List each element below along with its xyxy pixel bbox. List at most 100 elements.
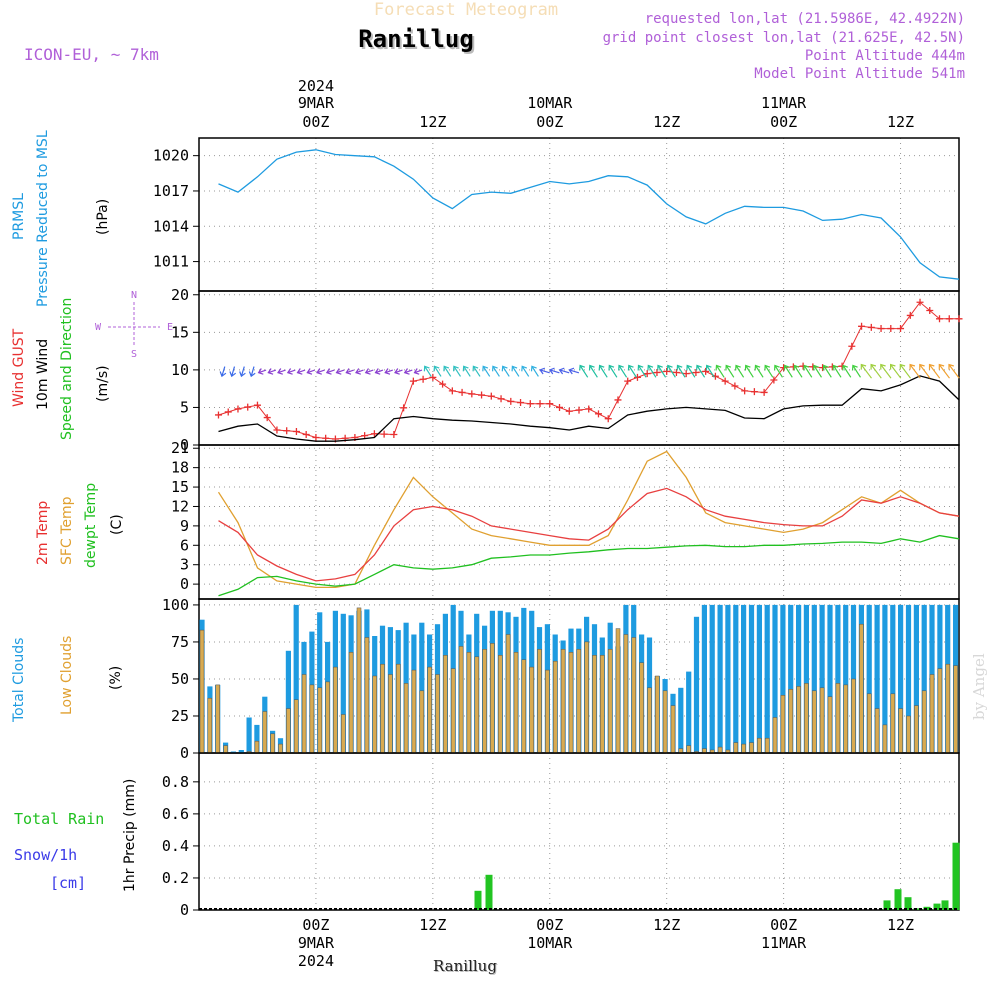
y-tick-label: 9 [180,517,189,535]
gust-marker [253,401,261,409]
low-cloud-bar [662,690,668,754]
low-cloud-bar [553,660,558,754]
wind-direction-arrow [306,368,315,375]
gust-marker [653,369,661,377]
y-tick-label: 1014 [153,217,189,235]
low-cloud-bar [443,655,448,754]
y-tick-label: 1017 [153,182,189,200]
wind-direction-arrow [433,365,442,377]
pressure-axis-title: PRMSL Pressure Reduced to MSL (hPa) [11,130,111,307]
wind-direction-arrow [754,364,764,378]
y-tick-label: 50 [171,670,189,688]
wind-direction-arrow [267,368,277,375]
low-cloud-bar [631,637,637,754]
low-cloud-bar [458,646,464,754]
low-cloud-bar [498,655,503,754]
gust-marker [585,405,593,413]
total-cloud-bar [866,604,872,753]
prmsl-label: PRMSL [11,193,27,240]
top-hour-label: 12Z [653,113,680,131]
wind-direction-arrow [948,363,960,379]
low-cloud-bar [906,715,911,754]
y-tick-label: 25 [171,707,189,725]
total-cloud-bar [748,604,755,753]
wind-direction-arrow [277,368,286,375]
low-cloud-bar [733,742,739,754]
faded-title: Forecast Meteogram [374,0,558,20]
low-cloud-bar [466,652,472,754]
speed-dir-label: Speed and Direction [59,298,75,440]
y-tick-label: 15 [171,478,189,496]
wind-direction-arrow [413,368,423,375]
snow-unit-label: [cm] [50,874,86,892]
low-cloud-bar [945,663,951,754]
gust-marker [702,367,710,375]
bottom-hour-label: 12Z [653,916,680,934]
low-cloud-bar [867,693,872,754]
low-cloud-bar [898,708,903,754]
total-cloud-bar [772,604,778,753]
gust-marker [448,387,456,395]
wind-direction-arrow [735,364,745,378]
point-altitude: Point Altitude 444m [805,48,965,64]
compass-e: E [167,322,173,333]
wind-direction-arrow [666,364,676,378]
wind-direction-arrow [482,365,491,377]
gust-marker [292,427,300,435]
total-cloud-bar [827,604,833,753]
low-cloud-bar [490,643,495,754]
total-cloud-bar [725,604,731,753]
low-cloud-bar [301,674,307,754]
panel-frame [198,137,960,292]
wind-direction-arrow [588,364,598,378]
gust-marker [429,373,437,381]
wind-direction-arrow [521,365,530,377]
gust-marker [526,400,534,408]
wind-direction-arrow [774,364,784,378]
location-title-shadow: Ranillug [360,27,476,55]
wind-direction-arrow [637,364,647,378]
model-point-altitude: Model Point Altitude 541m [754,66,965,82]
wind-direction-arrow [355,368,364,375]
bottom-hour-label: 12Z [887,916,914,934]
wind-direction-arrow [880,363,892,379]
requested-coords: requested lon,lat (21.5986E, 42.4922N) [645,11,965,27]
wind-direction-arrow [715,364,725,378]
y-tick-label: 0 [180,901,189,919]
y-tick-label: 75 [171,633,189,651]
wind-direction-arrow [335,368,345,375]
low-cloud-bar [521,659,527,754]
bottom-day-label: 10MAR [527,934,573,952]
wind-direction-arrow [345,368,354,375]
gust-marker [283,427,291,435]
panel-frame [198,752,960,911]
total-cloud-bar [890,604,896,753]
watermark: by Angel [970,653,988,720]
rain-bar [952,842,960,910]
bottom-day-label: 9MAR [298,934,335,952]
top-hour-label: 12Z [887,113,914,131]
gust-label: Wind GUST [11,328,27,407]
low-cloud-bar [764,737,770,754]
low-cloud-bar [921,690,927,754]
wind-direction-arrow [909,363,921,379]
temp-unit: (C) [109,514,125,535]
gust-marker [312,433,320,441]
total-cloud-bar [780,604,786,753]
pressure-line [218,149,960,280]
low-cloud-bar [890,693,896,754]
y-tick-label: 0.4 [162,837,189,855]
low-cloud-bar [293,699,299,754]
total-cloud-bar [246,717,252,753]
wind-axis-title: Wind GUST 10m Wind Speed and Direction (… [11,290,173,440]
wind-direction-arrow [462,365,471,377]
low-cloud-bar [348,652,354,754]
rain-bar [894,889,902,910]
low-cloud-bar [505,634,511,754]
low-cloud-bar [835,683,841,754]
wind-direction-arrow [938,363,950,379]
wind10m-label: 10m Wind [35,339,51,410]
total-cloud-bar [733,604,739,753]
low-cloud-bar [757,737,762,754]
total-cloud-bar [756,604,762,753]
